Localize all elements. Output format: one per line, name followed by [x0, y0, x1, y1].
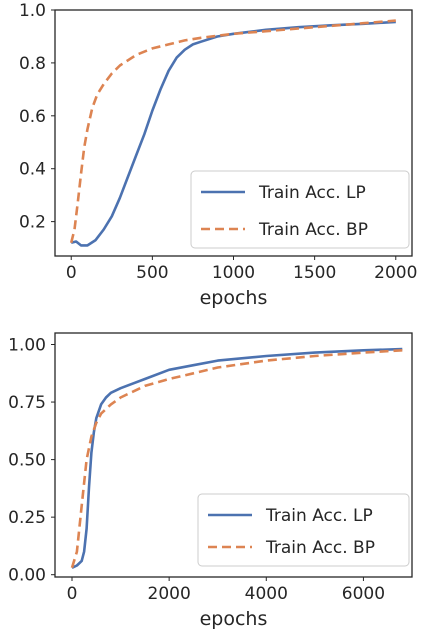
x-tick-label: 500: [136, 263, 168, 283]
x-tick-label: 4000: [245, 584, 288, 604]
legend-label-lp: Train Acc. LP: [258, 183, 366, 203]
series-line-bp: [70, 349, 403, 569]
y-tick-label: 1.0: [19, 1, 46, 21]
y-tick-label: 0.25: [8, 508, 46, 528]
legend-box: [190, 170, 410, 249]
y-tick-label: 0.8: [19, 54, 46, 74]
series-line-lp: [70, 20, 396, 247]
y-tick-label: 0.2: [19, 213, 46, 233]
series-line-bp: [69, 19, 396, 244]
x-axis-title: epochs: [200, 608, 268, 630]
chart-1: 0 500 1000 1500 2000 0.2 0.4 0.6 0.8 1.0 epochs Tra…: [19, 1, 417, 309]
legend-label-bp: Train Acc. BP: [258, 220, 368, 240]
x-tick-label: 1500: [293, 263, 336, 283]
y-tick-label: 0.50: [8, 451, 46, 471]
legend: Train Acc. LP Train Acc. BP: [197, 493, 410, 567]
legend-label-bp: Train Acc. BP: [265, 538, 375, 558]
y-tick-label: 1.00: [8, 336, 46, 356]
series-line-lp: [71, 347, 403, 569]
x-tick-label: 1000: [212, 263, 255, 283]
legend: Train Acc. LP Train Acc. BP: [190, 170, 410, 249]
x-tick-label: 2000: [374, 263, 417, 283]
y-tick-label: 0.00: [8, 566, 46, 586]
y-tick-label: 0.6: [19, 107, 46, 127]
x-axis-title: epochs: [200, 287, 268, 309]
x-tick-label: 6000: [342, 584, 385, 604]
y-tick-label: 0.75: [8, 393, 46, 413]
x-tick-label: 2000: [148, 584, 191, 604]
chart-2: 0 2000 4000 6000 0.00 0.25 0.50 0.75 1.00 epochs T…: [8, 332, 413, 630]
y-tick-label: 0.4: [19, 160, 46, 180]
x-tick-label: 0: [66, 263, 77, 283]
legend-label-lp: Train Acc. LP: [265, 506, 373, 526]
x-tick-label: 0: [67, 584, 78, 604]
plot-frame: [54, 332, 413, 578]
